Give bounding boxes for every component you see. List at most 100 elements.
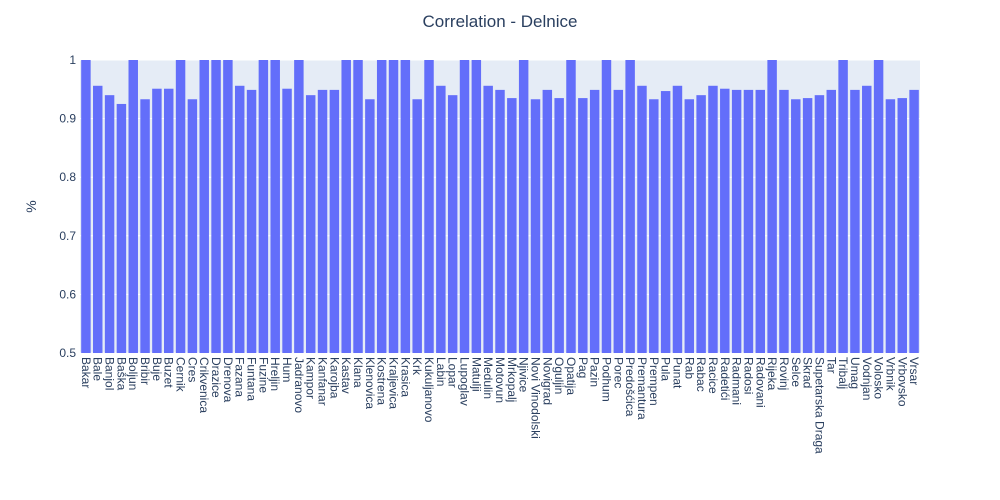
bar (862, 85, 872, 353)
x-tick-label: Podhum (599, 357, 613, 402)
x-tick-label: Pula (659, 357, 673, 381)
bar (731, 89, 742, 354)
bar (802, 98, 813, 353)
bar (412, 99, 422, 354)
x-tick-label: Vrbnik (883, 357, 897, 392)
x-tick-label: Lupoglav (458, 357, 472, 406)
bar (246, 89, 257, 354)
bar (436, 85, 446, 353)
x-tick-label: Lopar (446, 357, 460, 388)
bar (743, 89, 754, 354)
x-tick-label: Rijeka (765, 357, 779, 391)
bar (258, 60, 269, 353)
bar (116, 103, 127, 353)
bar (601, 60, 612, 353)
x-tick-label: Vrsar (907, 357, 921, 385)
x-tick-label: Radmani (730, 357, 744, 405)
bar (140, 99, 150, 354)
bar (696, 95, 706, 353)
bar (826, 89, 836, 354)
x-tick-label: Medulin (481, 357, 495, 399)
x-tick-label: Banjol (103, 357, 117, 390)
bar (850, 89, 860, 354)
bar (329, 89, 340, 354)
x-tick-label: Hum (280, 357, 294, 382)
bar (613, 89, 624, 354)
bar (164, 88, 174, 354)
x-tick-label: Supetarska Draga (812, 357, 826, 454)
x-tick-label: Kraljevica (387, 357, 401, 409)
bar (779, 89, 789, 354)
x-tick-label: Vodnjan (860, 357, 874, 400)
bar (128, 60, 138, 353)
bar (152, 88, 162, 354)
x-tick-label: Rovinj (777, 357, 791, 390)
bar (93, 85, 103, 353)
x-tick-label: Funtana (245, 357, 259, 401)
x-tick-label: Motovun (493, 357, 507, 403)
bar (838, 60, 848, 353)
bar (270, 60, 280, 353)
bar (518, 60, 529, 353)
x-tick-label: Crikvenica (197, 357, 211, 413)
x-tick-label: Rabac (694, 357, 708, 392)
y-tick-label: 1 (69, 53, 76, 67)
bar (211, 60, 221, 353)
y-tick-label: 0.9 (59, 112, 76, 126)
x-tick-label: Novi Vinodolski (528, 357, 542, 439)
x-tick-label: Buje (150, 357, 164, 381)
x-tick-label: Novigrad (540, 357, 554, 405)
y-tick-label: 0.6 (59, 287, 76, 301)
x-tick-label: Vrbovsko (895, 357, 909, 407)
x-tick-label: Klenovica (363, 357, 377, 409)
bars (81, 60, 919, 354)
bar (104, 95, 115, 353)
x-tick-label: Matulji (469, 357, 483, 392)
x-tick-label: Krk (410, 357, 424, 376)
x-tick-label: Prempen (647, 357, 661, 406)
bar (234, 85, 245, 353)
x-tick-label: Labin (434, 357, 448, 386)
x-tick-label: Cernik (174, 357, 188, 393)
bar (187, 99, 198, 354)
bar (542, 89, 553, 354)
x-tick-label: Kastav (339, 357, 353, 394)
bar (223, 60, 233, 353)
x-tick-label: Tar (824, 357, 838, 374)
x-tick-label: Bribir (138, 357, 152, 385)
bar (814, 95, 825, 353)
x-tick-label: Bale (91, 357, 105, 381)
bar (495, 89, 505, 354)
x-tick-label: Njivice (517, 357, 531, 393)
y-tick-label: 0.7 (59, 229, 76, 243)
bar (282, 88, 292, 354)
bar (388, 60, 399, 353)
bar (424, 60, 434, 353)
x-tick-label: Predošćica (623, 357, 637, 417)
bar (755, 89, 766, 354)
bar (376, 60, 387, 353)
bar (483, 85, 493, 353)
x-axis-ticks: BakarBaleBanjolBaškaBoljunBribirBujeBuze… (79, 357, 921, 454)
bar (317, 89, 328, 354)
bar (507, 98, 517, 353)
bar (791, 99, 801, 354)
bar (305, 95, 316, 353)
x-tick-label: Baška (114, 357, 128, 391)
x-tick-label: Kanfanar (316, 357, 330, 406)
bar (708, 85, 718, 353)
x-tick-label: Mrkopalj (505, 357, 519, 402)
bar (566, 60, 576, 353)
y-axis-ticks: 0.5 0.6 0.7 0.8 0.9 1 (59, 53, 76, 360)
x-tick-label: Rab (682, 357, 696, 379)
bar (589, 89, 600, 354)
x-tick-label: Boljun (126, 357, 140, 390)
x-tick-label: Hreljin (268, 357, 282, 391)
bar (81, 60, 91, 353)
x-tick-label: Kukuljanovo (422, 357, 436, 423)
y-tick-label: 0.8 (59, 170, 76, 184)
x-tick-label: Premantura (635, 357, 649, 420)
x-tick-label: Kampor (304, 357, 318, 399)
bar (471, 60, 482, 353)
